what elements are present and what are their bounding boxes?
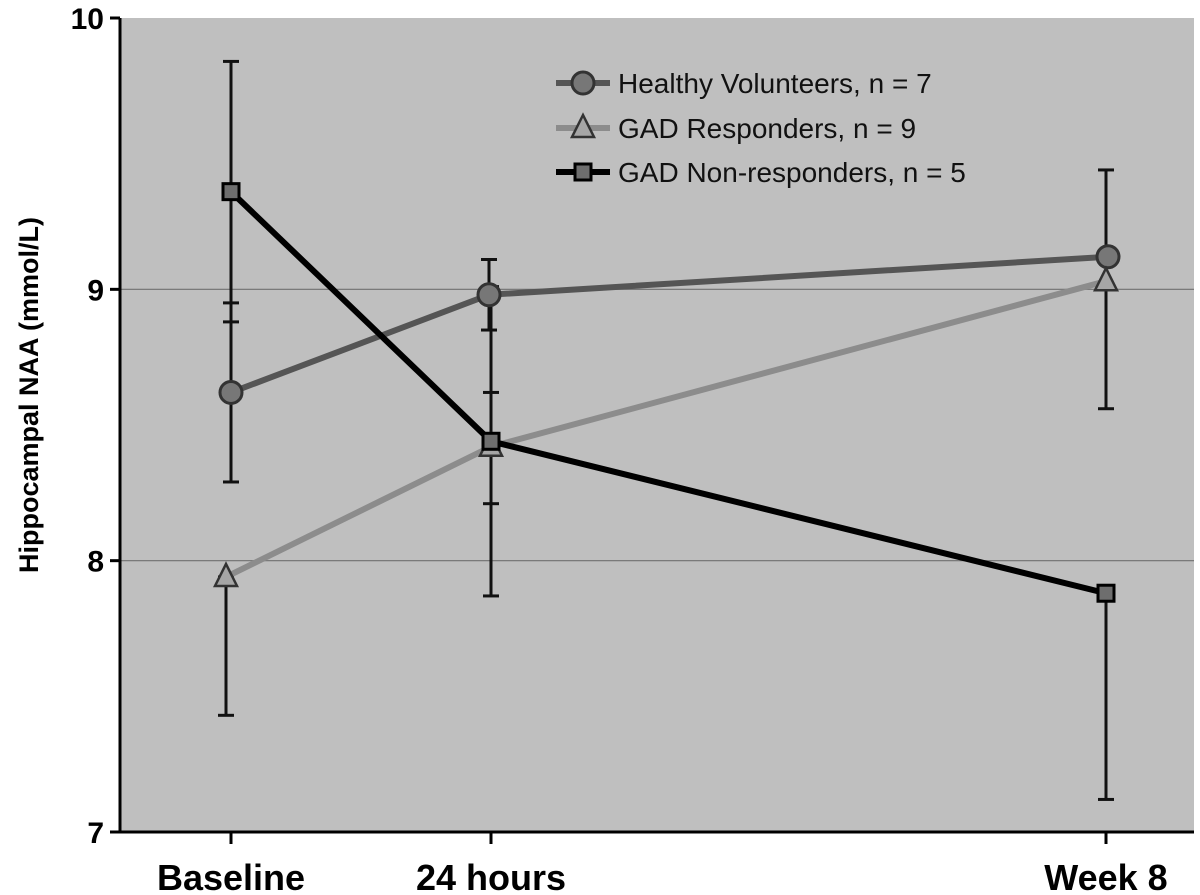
y-tick-label-7: 7 — [87, 817, 104, 850]
legend-label-0: Healthy Volunteers, n = 7 — [618, 68, 932, 99]
axes — [118, 18, 1194, 834]
legend: Healthy Volunteers, n = 7 GAD Responders,… — [556, 68, 966, 188]
series-2 — [221, 182, 1116, 603]
x-tick-label-1: 24 hours — [416, 857, 566, 895]
x-ticks: Baseline 24 hours Week 8 — [157, 832, 1168, 895]
legend-label-1: GAD Responders, n = 9 — [618, 113, 916, 144]
legend-marker-2 — [573, 162, 593, 182]
x-tick-label-0: Baseline — [157, 857, 305, 895]
legend-marker-0 — [570, 70, 596, 96]
data-point-1-2 — [1092, 265, 1120, 292]
legend-item-0: Healthy Volunteers, n = 7 — [556, 68, 932, 99]
legend-label-2: GAD Non-responders, n = 5 — [618, 157, 966, 188]
data-point-2-0 — [221, 182, 241, 202]
legend-item-2: GAD Non-responders, n = 5 — [556, 157, 966, 188]
series-group — [212, 59, 1121, 801]
data-point-0-0 — [218, 379, 244, 405]
series-0 — [218, 244, 1121, 405]
data-point-0-2 — [1095, 244, 1121, 270]
data-point-1-0 — [212, 561, 240, 588]
legend-item-1: GAD Responders, n = 9 — [556, 112, 916, 144]
y-tick-label-8: 8 — [87, 546, 104, 579]
y-ticks: 7 8 9 10 — [71, 3, 120, 850]
y-tick-label-10: 10 — [71, 3, 104, 36]
gridlines — [120, 288, 1194, 562]
legend-marker-1 — [569, 112, 597, 139]
x-tick-label-2: Week 8 — [1044, 857, 1167, 895]
data-point-2-1 — [481, 431, 501, 451]
data-point-2-2 — [1096, 583, 1116, 603]
y-axis-label: Hippocampal NAA (mmol/L) — [14, 217, 44, 573]
y-tick-label-9: 9 — [87, 274, 104, 307]
data-point-0-1 — [476, 282, 502, 308]
plot-area — [120, 18, 1194, 832]
